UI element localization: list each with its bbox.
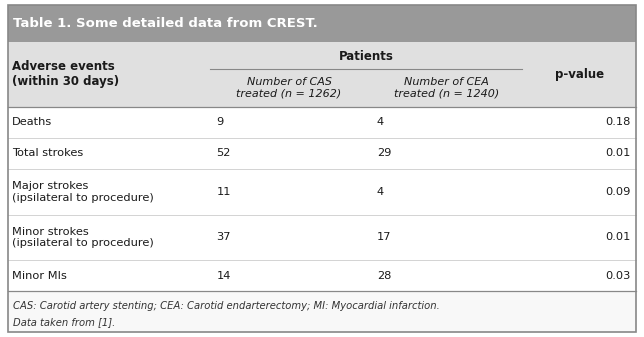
Text: 52: 52	[216, 149, 231, 158]
Text: 29: 29	[377, 149, 392, 158]
Text: Major strokes
(ipsilateral to procedure): Major strokes (ipsilateral to procedure)	[12, 181, 153, 203]
Text: Number of CEA
treated (n = 1240): Number of CEA treated (n = 1240)	[393, 77, 498, 99]
Text: Adverse events
(within 30 days): Adverse events (within 30 days)	[12, 60, 118, 88]
Text: 0.01: 0.01	[606, 149, 631, 158]
Text: Table 1. Some detailed data from CREST.: Table 1. Some detailed data from CREST.	[13, 17, 317, 30]
Text: 0.18: 0.18	[606, 117, 631, 127]
Text: Patients: Patients	[339, 50, 393, 63]
Bar	[8, 169, 636, 215]
Text: 11: 11	[216, 187, 231, 197]
Bar	[8, 138, 636, 169]
Text: 0.01: 0.01	[606, 233, 631, 242]
Bar	[8, 107, 636, 138]
Bar	[8, 42, 636, 107]
Text: 0.03: 0.03	[606, 271, 631, 281]
Text: 4: 4	[377, 187, 384, 197]
Text: CAS: Carotid artery stenting; CEA: Carotid endarterectomy; MI: Myocardial infarc: CAS: Carotid artery stenting; CEA: Carot…	[13, 301, 440, 311]
Text: 28: 28	[377, 271, 392, 281]
Text: 14: 14	[216, 271, 231, 281]
Bar	[8, 215, 636, 260]
Text: 4: 4	[377, 117, 384, 127]
Text: Deaths: Deaths	[12, 117, 52, 127]
Text: Number of CAS
treated (n = 1262): Number of CAS treated (n = 1262)	[236, 77, 341, 99]
Text: Minor MIs: Minor MIs	[12, 271, 66, 281]
Text: 0.09: 0.09	[606, 187, 631, 197]
Bar	[8, 291, 636, 332]
Bar	[8, 260, 636, 291]
Text: 17: 17	[377, 233, 392, 242]
Text: Total strokes: Total strokes	[12, 149, 83, 158]
Bar	[8, 5, 636, 42]
Text: p-value: p-value	[555, 68, 604, 81]
Text: 9: 9	[216, 117, 224, 127]
Text: 37: 37	[216, 233, 231, 242]
Text: Minor strokes
(ipsilateral to procedure): Minor strokes (ipsilateral to procedure)	[12, 226, 153, 248]
Text: Data taken from [1].: Data taken from [1].	[13, 317, 115, 327]
